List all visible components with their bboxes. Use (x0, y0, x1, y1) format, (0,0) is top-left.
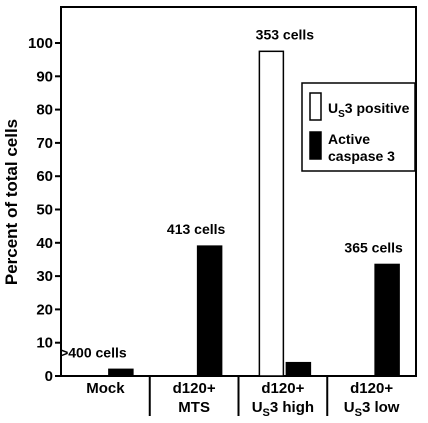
y-tick-label: 10 (36, 335, 53, 352)
y-tick-label: 100 (28, 35, 53, 52)
category-label-line2: US3 high (252, 399, 314, 419)
bar-active-caspase-3 (108, 368, 134, 377)
category-dividers (148, 376, 329, 416)
category-label-line2: MTS (178, 399, 210, 416)
y-tick-label: 80 (36, 102, 53, 119)
y-tick-label: 90 (36, 68, 53, 85)
y-axis-ticks: 0 10 20 30 40 50 60 70 80 90 100 (28, 35, 61, 385)
bar-active-caspase-3 (285, 361, 312, 377)
legend-swatch-active-caspase-3 (309, 131, 322, 160)
cell-count-label: 353 cells (256, 26, 315, 42)
bar-annotations: >400 cells 413 cells 353 cells 365 cells (60, 26, 403, 360)
cell-count-label: 365 cells (344, 239, 403, 255)
category-label-line1: Mock (86, 380, 125, 397)
category-label-line1: d120+ (350, 380, 393, 397)
bar-active-caspase-3 (374, 263, 400, 377)
category-label-line1: d120+ (261, 380, 304, 397)
legend: US3 positive Active caspase 3 (301, 82, 416, 172)
bars (108, 50, 400, 377)
legend-swatch-us3-positive (309, 92, 322, 121)
y-tick-label: 50 (36, 202, 53, 219)
y-tick-label: 60 (36, 168, 53, 185)
y-tick-label: 0 (45, 368, 53, 385)
cell-count-label: 413 cells (167, 221, 226, 237)
bar-active-caspase-3 (196, 245, 223, 377)
bar-us3-positive (258, 50, 285, 377)
y-tick-label: 30 (36, 268, 53, 285)
y-tick-label: 70 (36, 135, 53, 152)
y-tick-label: 20 (36, 301, 53, 318)
legend-label-us3-positive: US3 positive (328, 100, 410, 120)
cell-count-label: >400 cells (60, 344, 127, 360)
legend-label-active: Active (328, 131, 370, 147)
category-label-line1: d120+ (173, 380, 216, 397)
y-axis-title: Percent of total cells (2, 119, 21, 285)
category-labels: Mock d120+ MTS d120+ US3 high d120+ US3 low (86, 380, 400, 419)
category-label-line2: US3 low (344, 399, 400, 419)
y-tick-label: 40 (36, 235, 53, 252)
legend-label-caspase-3: caspase 3 (328, 148, 395, 164)
